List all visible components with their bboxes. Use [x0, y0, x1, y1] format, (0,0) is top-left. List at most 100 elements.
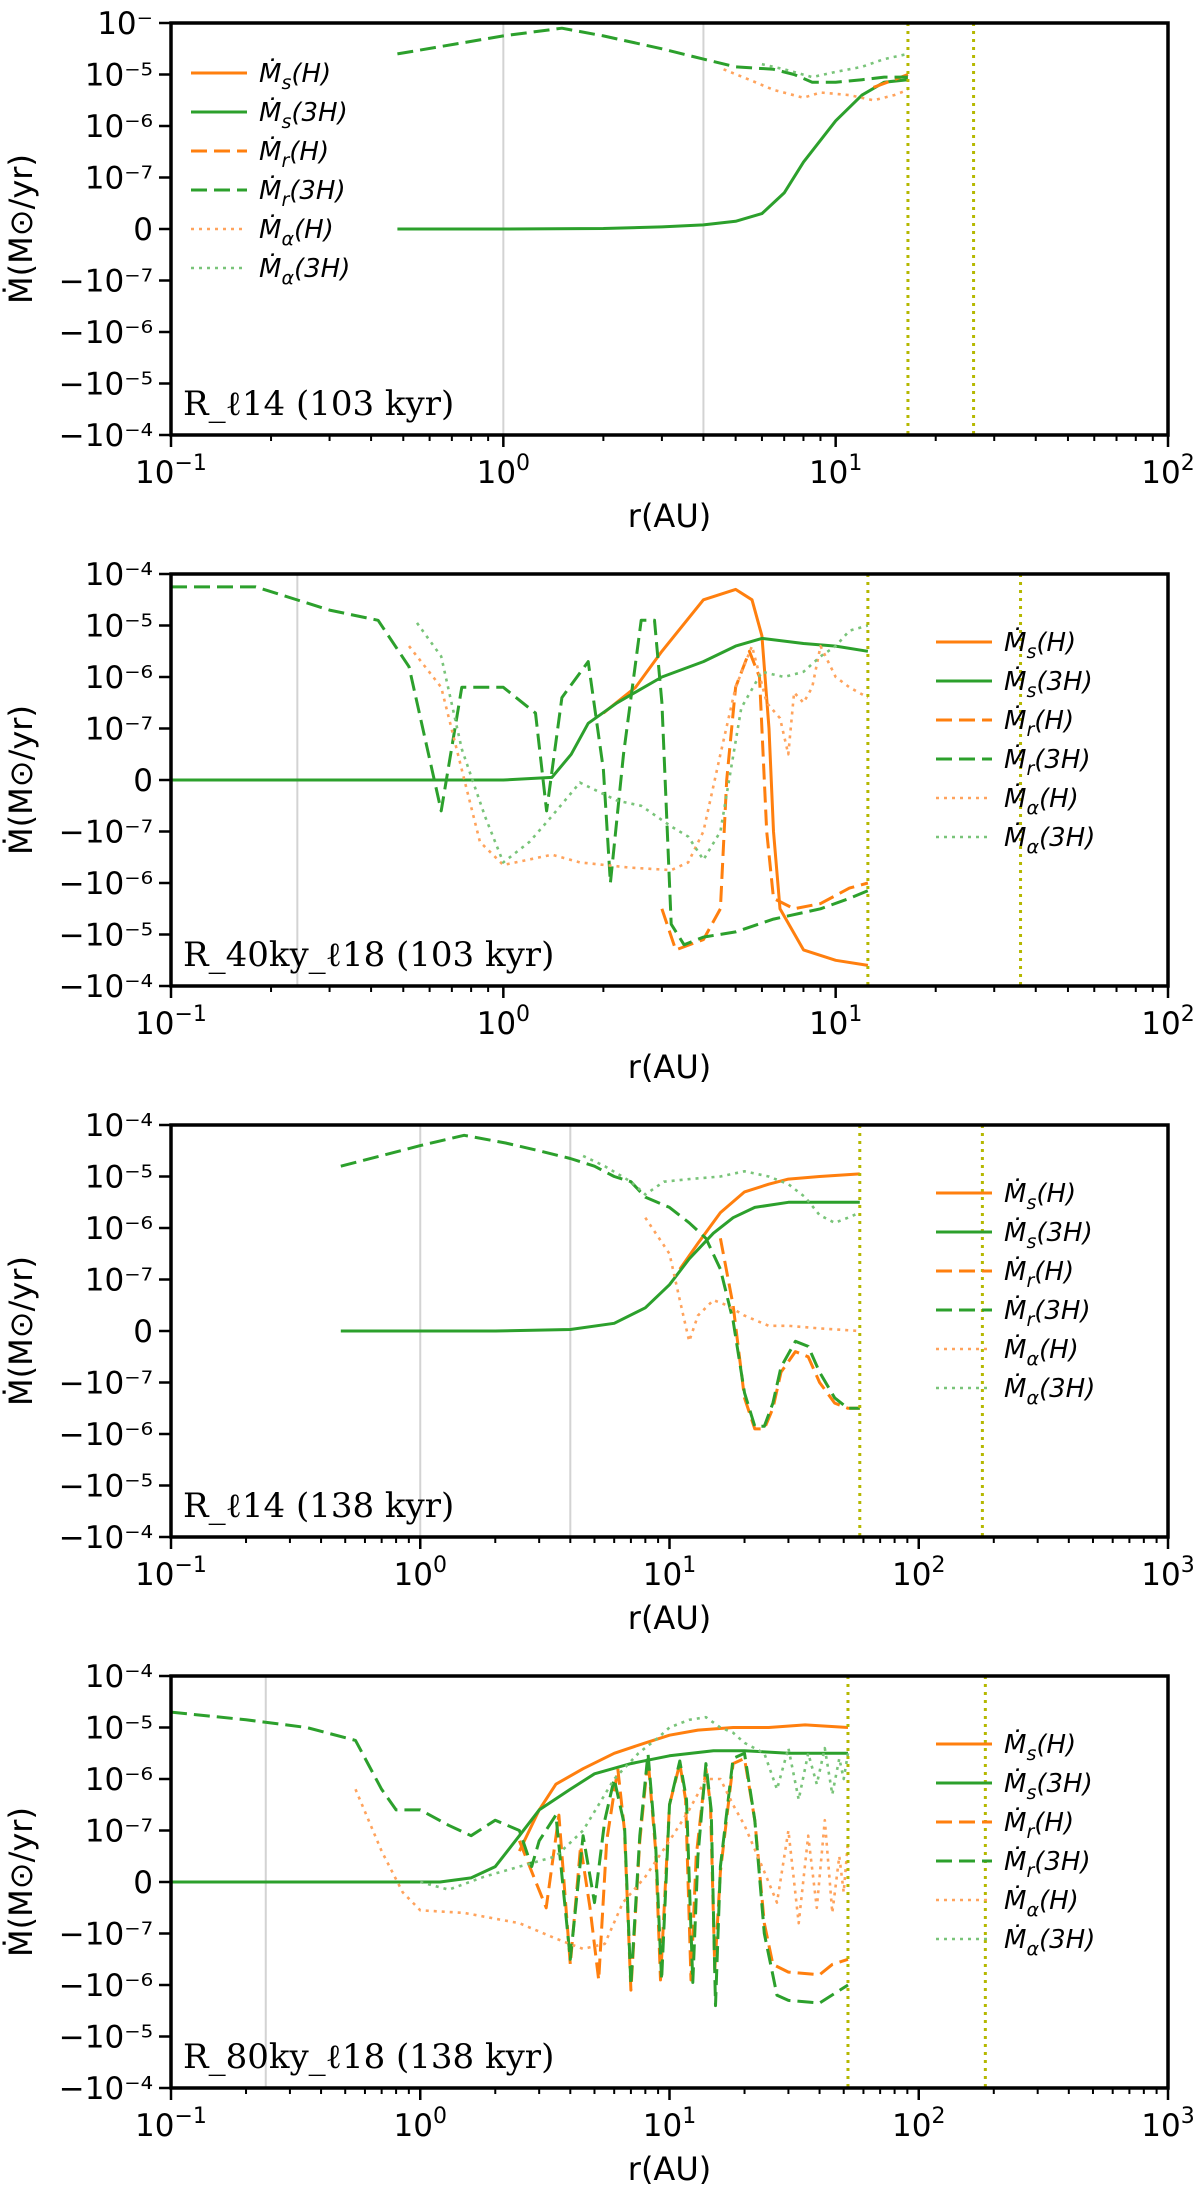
- series-line-s-3h: [397, 78, 909, 231]
- series-group: [340, 1133, 861, 1431]
- series-group: [397, 26, 909, 231]
- chart-2-svg: 10−1 100 101 102 10⁻⁴ 10⁻⁵ 10⁻⁶ 10⁻⁷ 0 −10⁻⁷ −10⁻⁶…: [2, 557, 1195, 1086]
- chart-4-svg: 10−1 100 101 102 103 10⁻⁴ 10⁻⁵ 10⁻⁶ 10⁻⁷ 0 −10⁻⁷ −1…: [2, 1659, 1195, 2188]
- y-tick-label: 10⁻⁷: [85, 712, 153, 748]
- x-tick-label: 10−1: [135, 1002, 207, 1042]
- legend-label-r-h: Ṁr(H): [1004, 704, 1074, 741]
- legend-label-s-3h: Ṁs(3H): [1004, 665, 1093, 702]
- legend: Ṁs(H)Ṁs(3H)Ṁr(H)Ṁr(3H)Ṁα(H)Ṁα(3H): [936, 1177, 1095, 1409]
- legend-label-3h: Ṁα(3H): [1004, 1372, 1095, 1409]
- series-line-r-3h: [340, 1133, 860, 1428]
- legend-label-r-3h: Ṁr(3H): [259, 174, 346, 211]
- legend-label-r-h: Ṁr(H): [259, 135, 329, 172]
- series-line-r-3h: [397, 26, 908, 84]
- x-tick-label: 101: [643, 1553, 696, 1593]
- x-tick-label: 103: [1141, 2104, 1194, 2144]
- legend-label-r-h: Ṁr(H): [1004, 1255, 1074, 1292]
- series-line-h: [644, 1216, 860, 1343]
- series-line-s-3h: [171, 1749, 848, 1884]
- legend-label-r-3h: Ṁr(3H): [1004, 1294, 1091, 1331]
- y-tick-label: 10⁻⁶: [85, 660, 153, 696]
- y-tick-label: −10⁻⁶: [59, 315, 153, 351]
- legend: Ṁs(H)Ṁs(3H)Ṁr(H)Ṁr(3H)Ṁα(H)Ṁα(3H): [936, 626, 1095, 858]
- y-tick-label: −10⁻⁶: [59, 1417, 153, 1453]
- y-tick-label: 10⁻⁵: [85, 1711, 153, 1747]
- y-tick-label: −10⁻⁴: [59, 1520, 153, 1556]
- legend-label-h: Ṁα(H): [1004, 1884, 1079, 1921]
- y-tick-label: −10⁻⁷: [59, 264, 153, 300]
- y-tick-label: −10⁻⁷: [59, 1366, 153, 1402]
- legend-label-s-h: Ṁs(H): [1004, 1177, 1076, 1214]
- x-axis-label: r(AU): [628, 1599, 711, 1637]
- legend-label-3h: Ṁα(3H): [1004, 821, 1095, 858]
- series-group: [171, 1710, 850, 2008]
- series-line-3h: [582, 1154, 861, 1225]
- x-tick-label: 101: [809, 451, 862, 491]
- panel-title: R_80ky_ℓ18 (138 kyr): [183, 2037, 554, 2077]
- series-line-3h: [415, 622, 869, 864]
- y-axis-label: Ṁ(M⊙/yr): [2, 705, 40, 855]
- series-line-s-3h: [340, 1200, 860, 1333]
- legend-label-3h: Ṁα(3H): [1004, 1923, 1095, 1960]
- chart-panel-1: 10−1 100 101 102 10⁻ 10⁻⁵ 10⁻⁶ 10⁻⁷ 0 −10⁻⁷ −10⁻⁶ −…: [0, 0, 1200, 551]
- y-tick-label: 10⁻⁷: [85, 1263, 153, 1299]
- y-tick-label: 10⁻⁶: [85, 109, 153, 145]
- series-line-3h: [419, 1715, 850, 1891]
- y-tick-label: 0: [133, 763, 153, 799]
- series-line-r-3h: [171, 1710, 849, 2008]
- x-tick-label: 101: [809, 1002, 862, 1042]
- y-tick-label: 10⁻: [97, 6, 153, 42]
- y-tick-label: 10⁻⁴: [85, 1659, 153, 1695]
- y-tick-label: 10⁻⁶: [85, 1211, 153, 1247]
- y-tick-label: 10⁻⁷: [85, 161, 153, 197]
- y-axis-label: Ṁ(M⊙/yr): [2, 1256, 40, 1406]
- series-line-s-h: [678, 1172, 860, 1271]
- legend-label-r-3h: Ṁr(3H): [1004, 1845, 1091, 1882]
- x-tick-label: 102: [892, 2104, 945, 2144]
- series-line-h: [723, 68, 909, 102]
- series-group: [171, 585, 869, 967]
- x-tick-label: 102: [892, 1553, 945, 1593]
- chart-3-svg: 10−1 100 101 102 103 10⁻⁴ 10⁻⁵ 10⁻⁶ 10⁻⁷ 0 −10⁻⁷ −1…: [2, 1108, 1195, 1637]
- y-tick-label: 10⁻⁵: [85, 1160, 153, 1196]
- y-tick-label: −10⁻⁵: [59, 2020, 153, 2056]
- y-tick-label: −10⁻⁴: [59, 969, 153, 1005]
- y-tick-label: 0: [133, 212, 153, 248]
- legend-label-3h: Ṁα(3H): [259, 252, 350, 289]
- y-tick-label: −10⁻⁵: [59, 367, 153, 403]
- y-tick-label: 10⁻⁴: [85, 1108, 153, 1144]
- panel-title: R_40ky_ℓ18 (103 kyr): [183, 935, 554, 975]
- legend-label-r-3h: Ṁr(3H): [1004, 743, 1091, 780]
- y-tick-label: 10⁻⁵: [85, 58, 153, 94]
- x-tick-label: 10−1: [135, 451, 207, 491]
- y-tick-label: −10⁻⁷: [59, 1917, 153, 1953]
- x-tick-label: 100: [394, 1553, 447, 1593]
- x-tick-label: 101: [643, 2104, 696, 2144]
- y-axis-label: Ṁ(M⊙/yr): [2, 154, 40, 304]
- chart-panel-4: 10−1 100 101 102 103 10⁻⁴ 10⁻⁵ 10⁻⁶ 10⁻⁷ 0 −10⁻⁷ −1…: [0, 1653, 1200, 2204]
- x-axis-label: r(AU): [628, 1048, 711, 1086]
- y-tick-label: −10⁻⁷: [59, 815, 153, 851]
- x-axis-label: r(AU): [628, 497, 711, 535]
- x-tick-label: 100: [394, 2104, 447, 2144]
- legend-label-s-h: Ṁs(H): [1004, 1728, 1076, 1765]
- legend: Ṁs(H)Ṁs(3H)Ṁr(H)Ṁr(3H)Ṁα(H)Ṁα(3H): [936, 1728, 1095, 1960]
- y-tick-label: −10⁻⁵: [59, 918, 153, 954]
- legend: Ṁs(H)Ṁs(3H)Ṁr(H)Ṁr(3H)Ṁα(H)Ṁα(3H): [191, 57, 350, 289]
- chart-1-svg: 10−1 100 101 102 10⁻ 10⁻⁵ 10⁻⁶ 10⁻⁷ 0 −10⁻⁷ −10⁻⁶ −…: [2, 6, 1195, 535]
- legend-label-h: Ṁα(H): [1004, 782, 1079, 819]
- legend-label-s-3h: Ṁs(3H): [259, 96, 348, 133]
- legend-label-r-h: Ṁr(H): [1004, 1806, 1074, 1843]
- x-tick-label: 10−1: [135, 2104, 207, 2144]
- y-tick-label: 10⁻⁵: [85, 609, 153, 645]
- x-tick-label: 10−1: [135, 1553, 207, 1593]
- y-axis-label: Ṁ(M⊙/yr): [2, 1807, 40, 1957]
- series-line-r-h: [660, 649, 869, 952]
- y-tick-label: 10⁻⁶: [85, 1762, 153, 1798]
- legend-label-h: Ṁα(H): [259, 213, 334, 250]
- chart-panel-3: 10−1 100 101 102 103 10⁻⁴ 10⁻⁵ 10⁻⁶ 10⁻⁷ 0 −10⁻⁷ −1…: [0, 1102, 1200, 1653]
- series-line-h: [407, 644, 869, 872]
- series-line-3h: [761, 52, 909, 79]
- y-tick-label: −10⁻⁶: [59, 1968, 153, 2004]
- y-tick-label: −10⁻⁴: [59, 2071, 153, 2107]
